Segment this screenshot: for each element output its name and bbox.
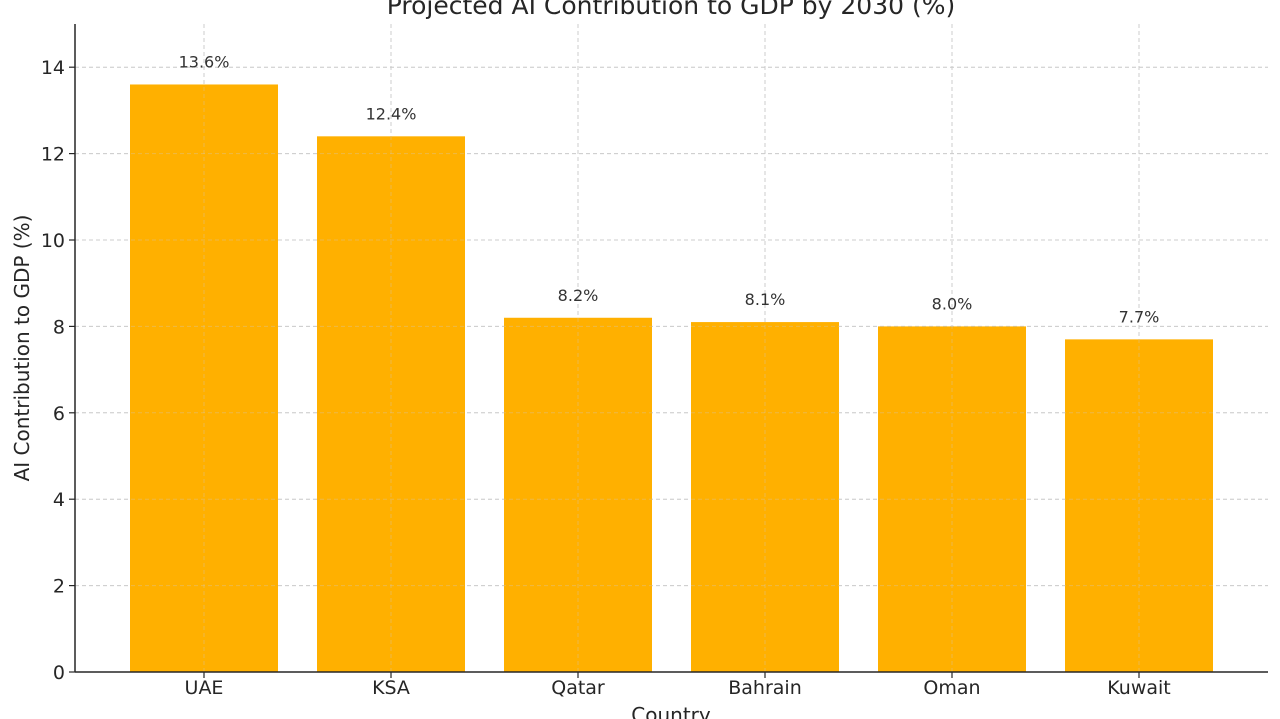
data-label: 13.6% — [179, 52, 230, 71]
y-tick-label: 4 — [53, 489, 65, 511]
x-tick-label: Oman — [923, 677, 980, 699]
x-tick-label: Bahrain — [728, 677, 802, 699]
x-axis-title: Country — [631, 703, 711, 719]
y-axis-title: AI Contribution to GDP (%) — [10, 215, 34, 482]
bar-oman — [878, 326, 1026, 672]
y-tick-label: 2 — [53, 576, 65, 598]
bar-kuwait — [1065, 339, 1213, 672]
y-tick-label: 10 — [41, 230, 65, 252]
x-tick-label: KSA — [372, 677, 410, 699]
bar-uae — [130, 84, 278, 673]
bars — [130, 84, 1213, 673]
data-label: 8.1% — [745, 290, 786, 309]
data-label: 8.0% — [932, 294, 973, 313]
x-tick-label: Qatar — [551, 677, 605, 699]
x-axis-ticks: UAE KSA Qatar Bahrain Oman Kuwait — [185, 672, 1171, 699]
bar-qatar — [504, 317, 652, 672]
y-tick-label: 6 — [53, 403, 65, 425]
y-tick-label: 14 — [41, 57, 65, 79]
x-tick-label: Kuwait — [1107, 677, 1170, 699]
data-label: 7.7% — [1119, 307, 1160, 326]
data-label: 8.2% — [558, 286, 599, 305]
y-tick-label: 12 — [41, 144, 65, 166]
bar-bahrain — [691, 322, 839, 672]
y-axis-ticks: 0 2 4 6 8 10 12 14 — [41, 57, 75, 684]
data-labels: 13.6% 12.4% 8.2% 8.1% 8.0% 7.7% — [179, 52, 1160, 326]
x-tick-label: UAE — [185, 677, 224, 699]
chart-title: Projected AI Contribution to GDP by 2030… — [387, 0, 955, 20]
y-tick-label: 8 — [53, 316, 65, 338]
data-label: 12.4% — [366, 104, 417, 123]
y-tick-label: 0 — [53, 662, 65, 684]
bar-ksa — [317, 136, 465, 672]
